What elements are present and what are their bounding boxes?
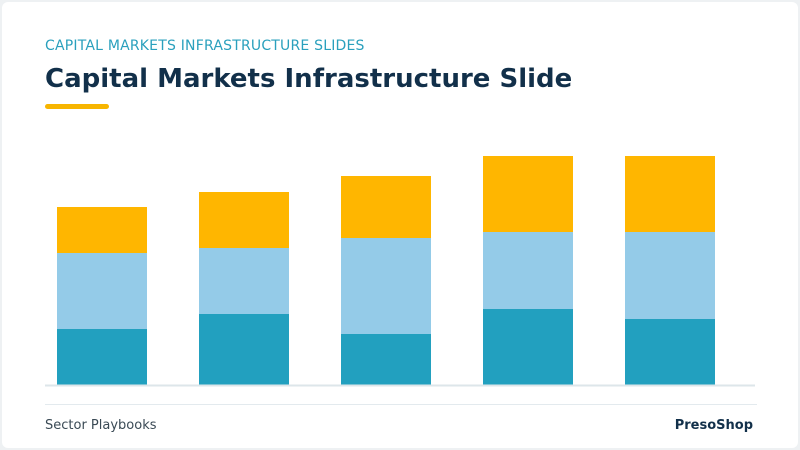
bar-segment-col3-series1 — [341, 334, 431, 385]
bar-segment-col2-series3 — [199, 192, 289, 248]
bar-segment-col4-series2 — [483, 232, 573, 309]
bar-segment-col2-series1 — [199, 314, 289, 385]
footer-brand: PresoShop — [674, 418, 753, 433]
bar-segment-col3-series2 — [341, 238, 431, 334]
footer-divider — [45, 404, 757, 405]
bar-segment-col5-series1 — [625, 319, 715, 385]
bar-segment-col2-series2 — [199, 248, 289, 314]
bar-segment-col4-series3 — [483, 156, 573, 232]
bar-segment-col5-series2 — [625, 232, 715, 319]
title-underline-accent — [45, 104, 109, 109]
bar-segment-col1-series2 — [57, 253, 147, 329]
bar-segment-col4-series1 — [483, 309, 573, 385]
footer-source: Sector Playbooks — [45, 418, 157, 433]
slide-eyebrow: CAPITAL MARKETS INFRASTRUCTURE SLIDES — [45, 38, 365, 54]
bar-segment-col3-series3 — [341, 176, 431, 238]
slide-title: Capital Markets Infrastructure Slide — [45, 64, 573, 94]
bar-segment-col5-series3 — [625, 156, 715, 232]
bar-segment-col1-series3 — [57, 207, 147, 253]
bar-segment-col1-series1 — [57, 329, 147, 385]
